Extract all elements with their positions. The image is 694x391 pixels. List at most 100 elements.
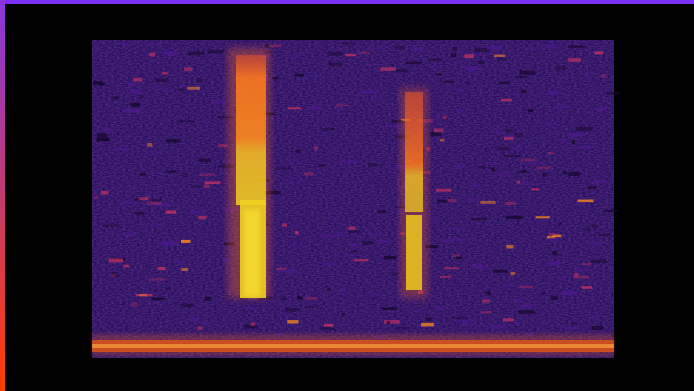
- noise-fleck: [433, 128, 444, 133]
- noise-fleck: [592, 241, 602, 245]
- noise-fleck: [492, 269, 507, 273]
- noise-fleck: [469, 67, 475, 72]
- noise-fleck: [134, 198, 140, 201]
- noise-fleck: [517, 299, 524, 303]
- noise-fleck: [491, 167, 495, 172]
- noise-fleck: [264, 44, 270, 48]
- noise-fleck: [139, 294, 147, 297]
- noise-fleck: [130, 302, 138, 307]
- noise-fleck: [497, 172, 509, 177]
- noise-fleck: [520, 158, 535, 162]
- noise-fleck: [519, 285, 533, 289]
- noise-fleck: [566, 133, 584, 137]
- noise-fleck: [282, 223, 287, 227]
- noise-fleck: [372, 95, 383, 98]
- noise-fleck: [323, 128, 336, 131]
- noise-fleck: [136, 318, 141, 321]
- noise-fleck: [108, 258, 123, 263]
- noise-fleck: [552, 251, 557, 255]
- noise-fleck: [162, 51, 177, 56]
- noise-fleck: [135, 294, 153, 297]
- frame-edge-left: [0, 0, 5, 391]
- noise-fleck: [327, 51, 343, 56]
- noise-fleck: [96, 137, 110, 142]
- noise-fleck: [151, 297, 165, 301]
- noise-fleck: [336, 108, 344, 111]
- noise-fleck: [577, 199, 594, 203]
- noise-fleck: [217, 116, 234, 119]
- noise-fleck: [513, 133, 525, 137]
- noise-fleck: [166, 170, 177, 173]
- noise-fleck: [564, 327, 581, 330]
- noise-fleck: [425, 245, 438, 248]
- noise-fleck: [527, 109, 534, 113]
- noise-fleck: [139, 95, 144, 99]
- noise-fleck: [180, 84, 186, 87]
- noise-fleck: [307, 301, 312, 306]
- noise-fleck: [121, 201, 138, 204]
- noise-fleck: [504, 136, 514, 140]
- noise-fleck: [198, 215, 207, 220]
- noise-fleck: [147, 143, 153, 147]
- noise-fleck: [443, 267, 460, 270]
- noise-fleck: [282, 54, 300, 58]
- noise-fleck: [381, 307, 398, 310]
- noise-fleck: [562, 171, 568, 175]
- noise-fleck: [542, 172, 548, 177]
- noise-fleck: [546, 235, 555, 239]
- noise-fleck: [245, 306, 255, 310]
- noise-fleck: [550, 296, 558, 300]
- noise-fleck: [384, 255, 397, 260]
- noise-fleck: [568, 171, 581, 176]
- noise-fleck: [477, 60, 485, 64]
- noise-fleck: [604, 209, 618, 212]
- spectrogram-field: [92, 40, 614, 358]
- noise-fleck: [574, 268, 589, 272]
- noise-fleck: [498, 81, 510, 85]
- noise-fleck: [204, 181, 221, 184]
- noise-fleck: [592, 224, 598, 228]
- noise-fleck: [443, 80, 455, 83]
- noise-fleck: [571, 322, 578, 325]
- noise-fleck: [123, 233, 136, 237]
- noise-fleck: [575, 127, 593, 131]
- noise-fleck: [153, 202, 170, 207]
- noise-fleck: [395, 69, 409, 73]
- noise-fleck: [181, 267, 189, 271]
- noise-fleck: [356, 54, 361, 58]
- noise-fleck: [429, 132, 442, 137]
- noise-fleck: [323, 324, 334, 327]
- noise-fleck: [480, 311, 492, 314]
- noise-fleck: [296, 252, 301, 256]
- noise-fleck: [562, 292, 573, 295]
- noise-fleck: [100, 190, 109, 195]
- noise-fleck: [96, 133, 107, 138]
- noise-fleck: [124, 108, 141, 113]
- noise-fleck: [320, 327, 335, 330]
- frame-edge-top: [0, 0, 694, 4]
- noise-fleck: [456, 89, 463, 92]
- noise-fleck: [457, 319, 474, 323]
- noise-fleck: [280, 269, 297, 273]
- noise-fleck: [435, 115, 441, 118]
- noise-fleck: [521, 182, 531, 186]
- noise-fleck: [508, 298, 520, 302]
- noise-fleck: [372, 295, 380, 299]
- noise-fleck: [348, 230, 360, 233]
- noise-fleck: [148, 150, 164, 154]
- noise-fleck: [297, 296, 303, 300]
- noise-fleck: [212, 100, 226, 105]
- noise-fleck: [264, 190, 281, 195]
- noise-fleck: [272, 77, 279, 80]
- noise-fleck: [448, 199, 457, 202]
- noise-fleck: [436, 307, 444, 311]
- noise-fleck: [110, 273, 116, 277]
- noise-fleck: [339, 289, 345, 292]
- noise-fleck: [282, 297, 287, 300]
- noise-fleck: [574, 273, 579, 277]
- noise-fleck: [149, 278, 165, 281]
- noise-fleck: [594, 51, 604, 55]
- noise-fleck: [505, 215, 523, 220]
- noise-fleck: [464, 54, 474, 58]
- noise-fleck: [162, 241, 178, 246]
